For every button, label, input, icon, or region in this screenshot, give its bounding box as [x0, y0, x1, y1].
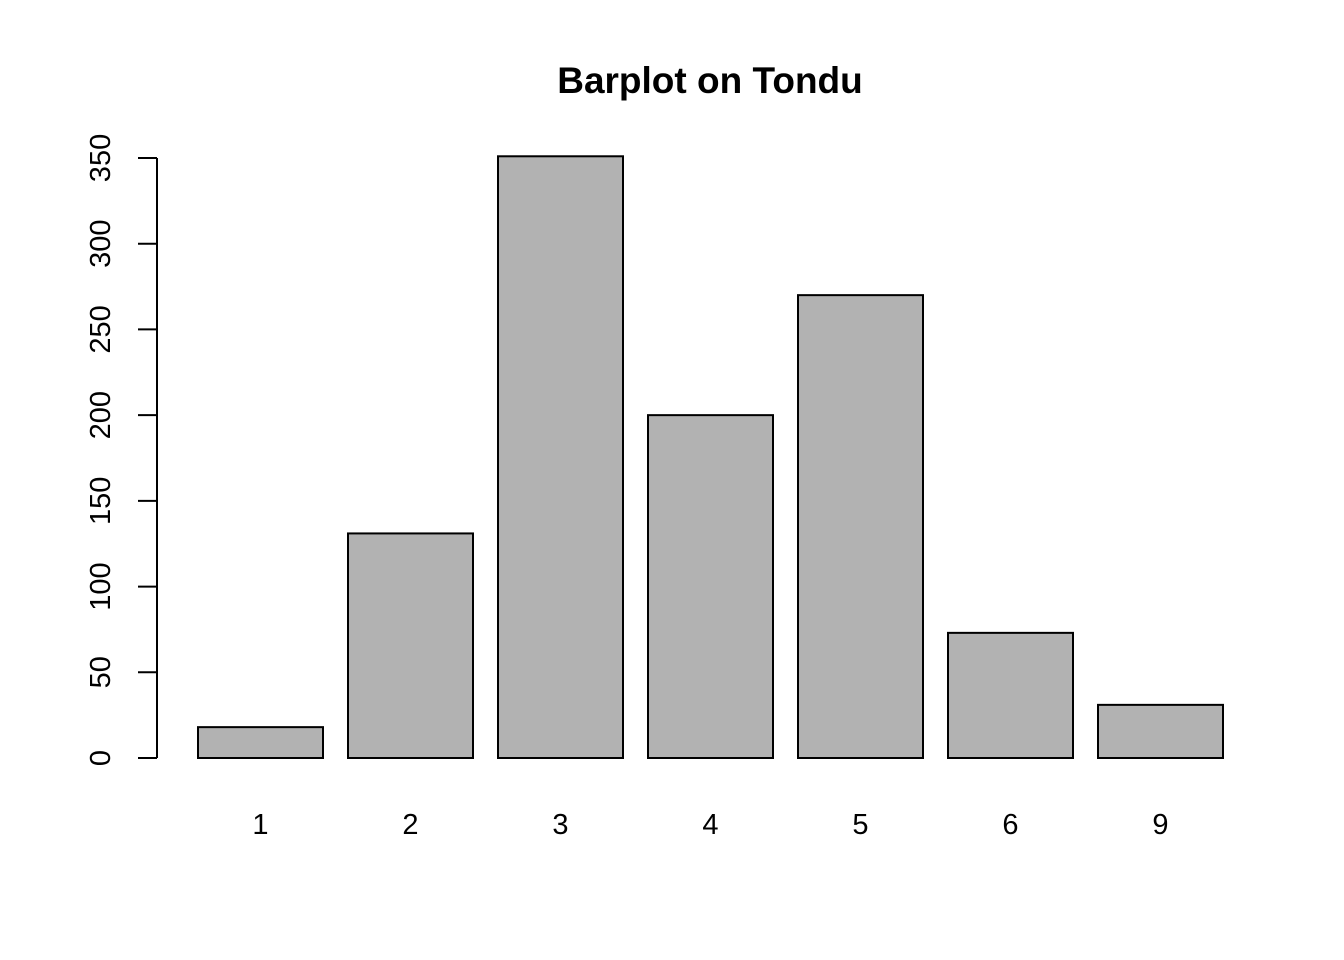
- chart-title: Barplot on Tondu: [557, 60, 863, 101]
- bar-2: [347, 532, 474, 760]
- bar-3: [497, 155, 624, 760]
- bars: [197, 155, 1224, 760]
- y-tick-label: 150: [85, 477, 117, 525]
- x-tick-label-6: 6: [1002, 809, 1018, 841]
- x-tick-label-2: 2: [402, 809, 418, 841]
- bar-9: [1097, 703, 1224, 759]
- x-tick-label-9: 9: [1152, 809, 1168, 841]
- x-tick-label-1: 1: [252, 809, 268, 841]
- bar-6: [947, 631, 1074, 759]
- x-axis-labels: 1 2 3 4 5 6 9: [252, 809, 1168, 841]
- y-tick-label: 0: [85, 750, 117, 766]
- bar-4: [647, 414, 774, 759]
- y-axis: 0 50 100 150 200 250 300 350: [85, 134, 158, 766]
- y-tick-label: 350: [85, 134, 117, 182]
- x-tick-label-4: 4: [702, 809, 718, 841]
- y-tick-label: 100: [85, 562, 117, 610]
- x-tick-label-5: 5: [852, 809, 868, 841]
- y-tick-label: 50: [85, 656, 117, 688]
- x-tick-label-3: 3: [552, 809, 568, 841]
- bar-5: [797, 294, 924, 759]
- y-tick-label: 300: [85, 220, 117, 268]
- y-tick-label: 250: [85, 305, 117, 353]
- y-tick-label: 200: [85, 391, 117, 439]
- bar-1: [197, 726, 324, 760]
